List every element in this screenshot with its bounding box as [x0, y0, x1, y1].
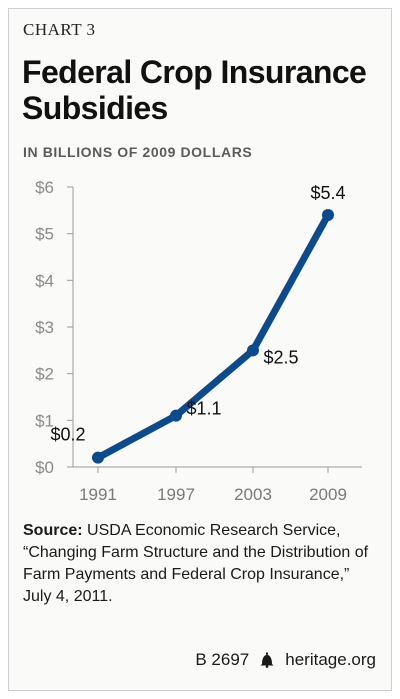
data-point: [92, 451, 104, 464]
y-tick-label: $3: [35, 318, 54, 337]
data-label: $2.5: [263, 347, 298, 367]
series-line: [94, 211, 332, 462]
site-name[interactable]: heritage.org: [285, 650, 376, 669]
chart-title: Federal Crop Insurance Subsidies: [22, 54, 367, 126]
y-tick-label: $0: [35, 458, 54, 477]
y-tick-label: $5: [35, 225, 54, 244]
y-tick-label: $1: [35, 411, 54, 430]
chart-subtitle: IN BILLIONS OF 2009 DOLLARS: [23, 144, 253, 160]
x-tick-label: 1997: [157, 485, 195, 504]
y-tick-label: $6: [35, 178, 54, 197]
data-label: $0.2: [50, 425, 85, 445]
report-id: B 2697: [195, 650, 250, 669]
source-label: Source:: [23, 522, 83, 539]
y-tick-label: $4: [35, 271, 54, 290]
footer: B 2697 heritage.org: [195, 650, 376, 670]
x-tick-label: 1991: [79, 485, 117, 504]
source-note: Source: USDA Economic Research Service, …: [23, 520, 373, 608]
data-point: [322, 209, 334, 221]
chart-number: CHART 3: [23, 20, 96, 39]
y-tick-label: $2: [35, 365, 54, 384]
source-text: USDA Economic Research Service, “Changin…: [23, 522, 369, 605]
data-point: [247, 344, 259, 357]
liberty-bell-icon: [260, 652, 274, 668]
x-tick-label: 2009: [309, 485, 347, 504]
data-label: $5.4: [310, 183, 345, 203]
line-chart: $0 $1 $2 $3 $4 $5 $6 1991 1997 2003 2009 $0.2 $1.1 $…: [35, 178, 362, 504]
x-tick-label: 2003: [234, 485, 272, 504]
data-label: $1.1: [186, 399, 221, 419]
data-point: [170, 409, 182, 422]
chart-card: [8, 8, 392, 691]
